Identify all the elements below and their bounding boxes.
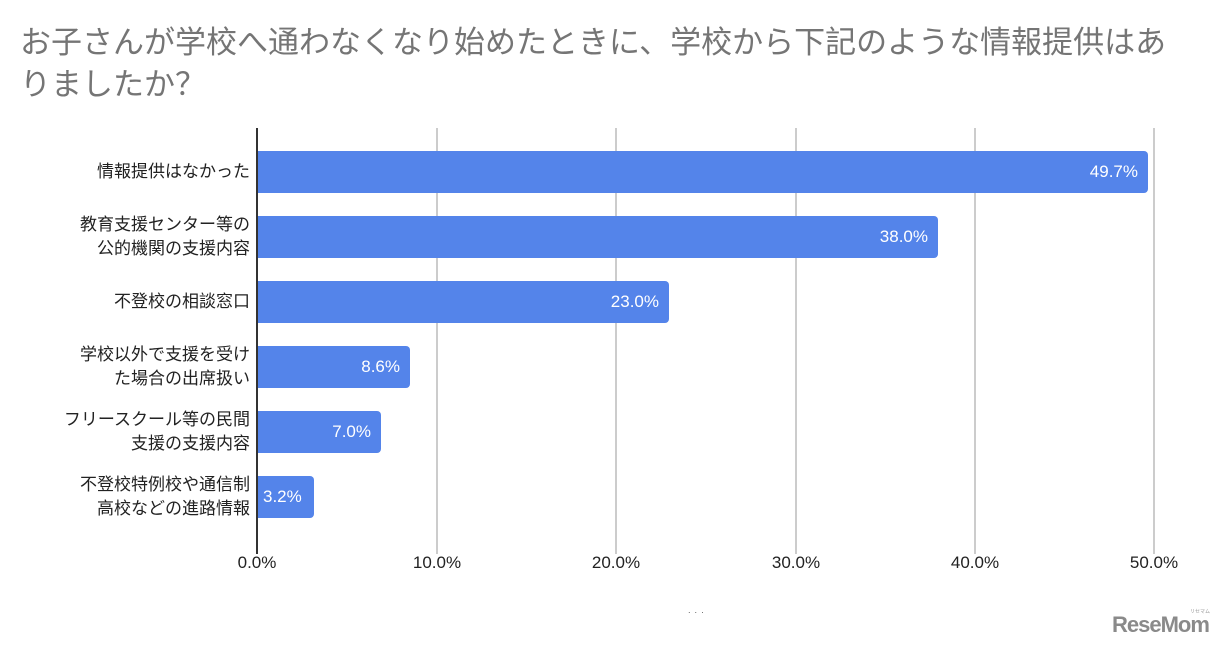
bar-value-label: 3.2% [263, 487, 302, 506]
resemom-logo: ReseMom [1112, 612, 1210, 637]
x-tick: 10.0% [412, 553, 462, 572]
gridline-10 [436, 128, 438, 554]
bar-0: 49.7% [257, 151, 1148, 193]
gridline-50 [1153, 128, 1155, 554]
category-label: 情報提供はなかった [97, 162, 250, 182]
plot-area: 49.7% 38.0% 23.0% 8.6% 7.0% 3.2% [257, 128, 1154, 542]
gridline-40 [974, 128, 976, 554]
x-tick: 0.0% [237, 553, 277, 572]
bar-value-label: 7.0% [332, 422, 371, 441]
x-tick: 40.0% [950, 553, 1000, 572]
y-axis-line [256, 128, 258, 554]
x-tick: 20.0% [591, 553, 641, 572]
bar-value-label: 8.6% [361, 357, 400, 376]
bar-1: 38.0% [257, 216, 938, 258]
bar-4: 7.0% [257, 411, 381, 453]
bar-value-label: 38.0% [879, 227, 928, 246]
bar-2: 23.0% [257, 281, 669, 323]
resemom-logo-kana: リセマム [1190, 609, 1211, 615]
bar-value-label: 49.7% [1089, 162, 1138, 181]
footer-dots: ... [688, 606, 708, 615]
bar-value-label: 23.0% [610, 292, 659, 311]
gridline-20 [615, 128, 617, 554]
category-label: 学校以外で支援を受け た場合の出席扱い [80, 345, 250, 389]
x-tick: 30.0% [771, 553, 821, 572]
x-tick: 50.0% [1129, 553, 1179, 572]
gridline-30 [795, 128, 797, 554]
category-label: フリースクール等の民間 支援の支援内容 [63, 410, 250, 454]
category-label: 教育支援センター等の 公的機関の支援内容 [80, 215, 250, 259]
category-label: 不登校特例校や通信制 高校などの進路情報 [80, 475, 250, 519]
category-label: 不登校の相談窓口 [114, 292, 250, 312]
bar-5: 3.2% [257, 476, 314, 518]
bar-3: 8.6% [257, 346, 410, 388]
chart-title: お子さんが学校へ通わなくなり始めたときに、学校から下記のような情報提供はありまし… [20, 25, 1167, 103]
